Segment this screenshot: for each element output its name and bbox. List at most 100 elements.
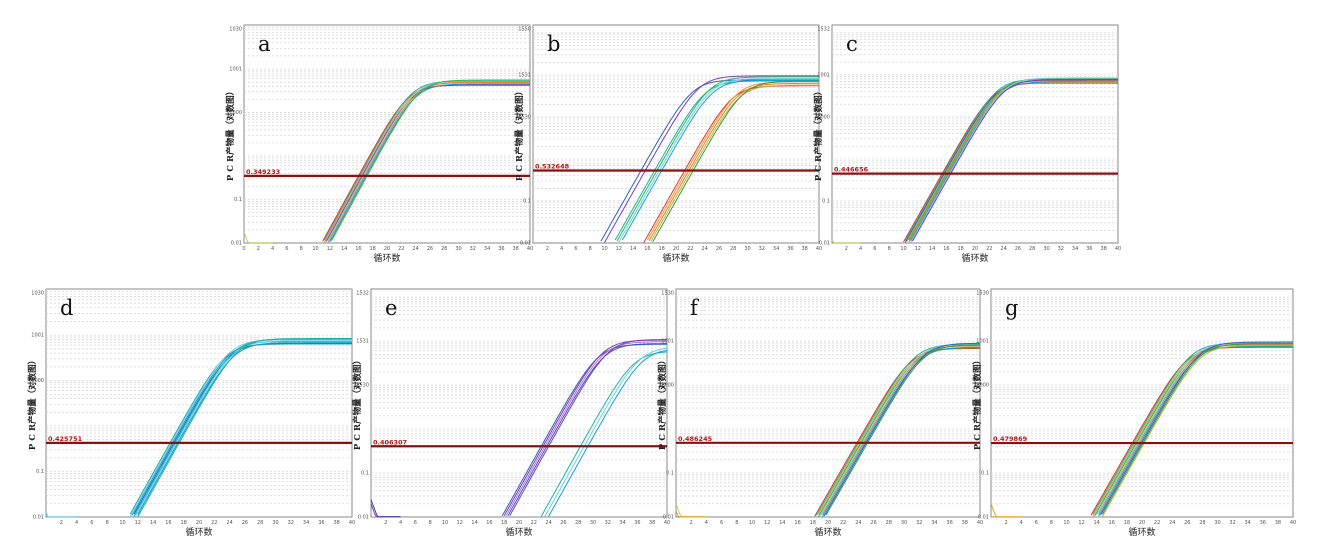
series-line bbox=[137, 342, 352, 515]
y-tick-label: 1532 bbox=[356, 291, 369, 297]
x-tick-label: 22 bbox=[531, 520, 537, 526]
x-tick-label: 24 bbox=[701, 246, 707, 252]
y-tick-label: 0.1 bbox=[666, 471, 674, 477]
x-axis-label: 循环数 bbox=[185, 526, 212, 538]
x-tick-label: 26 bbox=[1015, 246, 1021, 252]
x-tick-label: 22 bbox=[398, 246, 404, 252]
x-tick-label: 8 bbox=[106, 520, 109, 526]
x-tick-label: 26 bbox=[1184, 520, 1190, 526]
x-tick-label: 30 bbox=[1043, 246, 1049, 252]
x-tick-label: 0 bbox=[242, 246, 245, 252]
panel-letter: f bbox=[690, 296, 700, 320]
panel-g: 0.01 0.1 1000 1001 1530 2 4 6 8 10 12 14 16 18 20 22 24 2… bbox=[972, 286, 1296, 541]
x-tick-label: 8 bbox=[300, 246, 303, 252]
panel-letter: a bbox=[258, 32, 271, 56]
x-tick-label: 22 bbox=[211, 520, 217, 526]
series-line bbox=[129, 339, 352, 517]
threshold-label: 0.479869 bbox=[993, 435, 1028, 443]
x-tick-label: 40 bbox=[977, 520, 983, 526]
x-tick-label: 2 bbox=[690, 520, 693, 526]
x-tick-label: 4 bbox=[560, 246, 563, 252]
y-tick-label: 0.1 bbox=[822, 198, 830, 204]
series-line bbox=[509, 339, 668, 517]
x-tick-label: 30 bbox=[744, 246, 750, 252]
x-tick-label: 28 bbox=[441, 246, 447, 252]
series-line bbox=[648, 82, 819, 241]
series-line bbox=[1094, 346, 1293, 516]
series-line bbox=[1101, 344, 1293, 517]
x-tick-label: 18 bbox=[370, 246, 376, 252]
series-line bbox=[137, 338, 352, 518]
x-tick-label: 34 bbox=[1072, 246, 1078, 252]
x-tick-label: 14 bbox=[1094, 520, 1100, 526]
series-line bbox=[1100, 341, 1293, 516]
panel-d: 0.01 0.1 1000 1001 1030 2 4 6 8 10 12 14 16 18 20 22 24 2… bbox=[27, 286, 355, 541]
x-tick-label: 12 bbox=[616, 246, 622, 252]
y-tick-label: 1000 bbox=[229, 110, 242, 116]
series-line bbox=[1096, 342, 1293, 515]
x-tick-label: 34 bbox=[619, 520, 625, 526]
x-tick-label: 22 bbox=[840, 520, 846, 526]
x-tick-label: 14 bbox=[471, 520, 477, 526]
y-tick-label: 1001 bbox=[817, 72, 830, 78]
series-line bbox=[1092, 344, 1293, 517]
series-line bbox=[329, 83, 530, 242]
x-tick-label: 16 bbox=[794, 520, 800, 526]
x-tick-label: 4 bbox=[271, 246, 274, 252]
y-tick-label: 0.1 bbox=[981, 471, 989, 477]
x-tick-label: 24 bbox=[1000, 246, 1006, 252]
y-axis-label: P C R产物量（对数图） bbox=[514, 87, 525, 181]
series-line bbox=[990, 503, 1022, 518]
x-tick-label: 2 bbox=[1005, 520, 1008, 526]
x-tick-label: 36 bbox=[634, 520, 640, 526]
threshold-label: 0.349233 bbox=[246, 168, 280, 176]
x-tick-label: 34 bbox=[1245, 520, 1251, 526]
y-tick-label: 1531 bbox=[356, 339, 369, 345]
x-tick-label: 34 bbox=[303, 520, 309, 526]
series-line bbox=[540, 351, 668, 517]
x-tick-label: 38 bbox=[802, 246, 808, 252]
y-axis-label: P C R产物量（对数图） bbox=[225, 87, 236, 181]
x-tick-label: 40 bbox=[664, 520, 670, 526]
x-tick-label: 12 bbox=[764, 520, 770, 526]
x-tick-label: 18 bbox=[810, 520, 816, 526]
y-tick-label: 1001 bbox=[976, 339, 989, 345]
x-tick-label: 38 bbox=[513, 246, 519, 252]
x-tick-label: 38 bbox=[649, 520, 655, 526]
threshold-label: 0.486245 bbox=[678, 435, 713, 443]
x-tick-label: 12 bbox=[915, 246, 921, 252]
x-tick-label: 20 bbox=[384, 246, 390, 252]
x-tick-label: 20 bbox=[516, 520, 522, 526]
x-tick-label: 18 bbox=[181, 520, 187, 526]
series-line bbox=[831, 239, 861, 244]
x-tick-label: 34 bbox=[931, 520, 937, 526]
y-tick-label: 0.01 bbox=[231, 241, 242, 247]
x-tick-label: 2 bbox=[257, 246, 260, 252]
panel-a: 0.01 0.1 1000 1001 1030 0 2 4 6 8 10 12 14 16 18 20 22 24… bbox=[225, 22, 533, 267]
panel-f: 0.01 0.1 1000 1001 1530 2 4 6 8 10 12 14 16 18 20 22 24 2… bbox=[657, 286, 983, 541]
y-tick-label: 1550 bbox=[518, 27, 531, 33]
x-tick-label: 8 bbox=[589, 246, 592, 252]
x-tick-label: 14 bbox=[341, 246, 347, 252]
series-line bbox=[604, 75, 819, 243]
x-tick-label: 2 bbox=[845, 246, 848, 252]
x-tick-label: 24 bbox=[545, 520, 551, 526]
series-line bbox=[129, 343, 352, 515]
x-tick-label: 12 bbox=[457, 520, 463, 526]
x-tick-label: 30 bbox=[901, 520, 907, 526]
x-tick-label: 24 bbox=[1169, 520, 1175, 526]
x-tick-label: 22 bbox=[1154, 520, 1160, 526]
x-tick-label: 28 bbox=[1199, 520, 1205, 526]
y-tick-label: 1530 bbox=[976, 291, 989, 297]
x-tick-label: 24 bbox=[226, 520, 232, 526]
x-tick-label: 10 bbox=[312, 246, 318, 252]
y-tick-label: 1530 bbox=[518, 114, 531, 120]
x-tick-label: 40 bbox=[1290, 520, 1296, 526]
plot-area bbox=[831, 24, 1119, 244]
y-tick-label: 0.1 bbox=[523, 198, 531, 204]
y-axis-label: P C R产物量（对数图） bbox=[657, 356, 668, 450]
